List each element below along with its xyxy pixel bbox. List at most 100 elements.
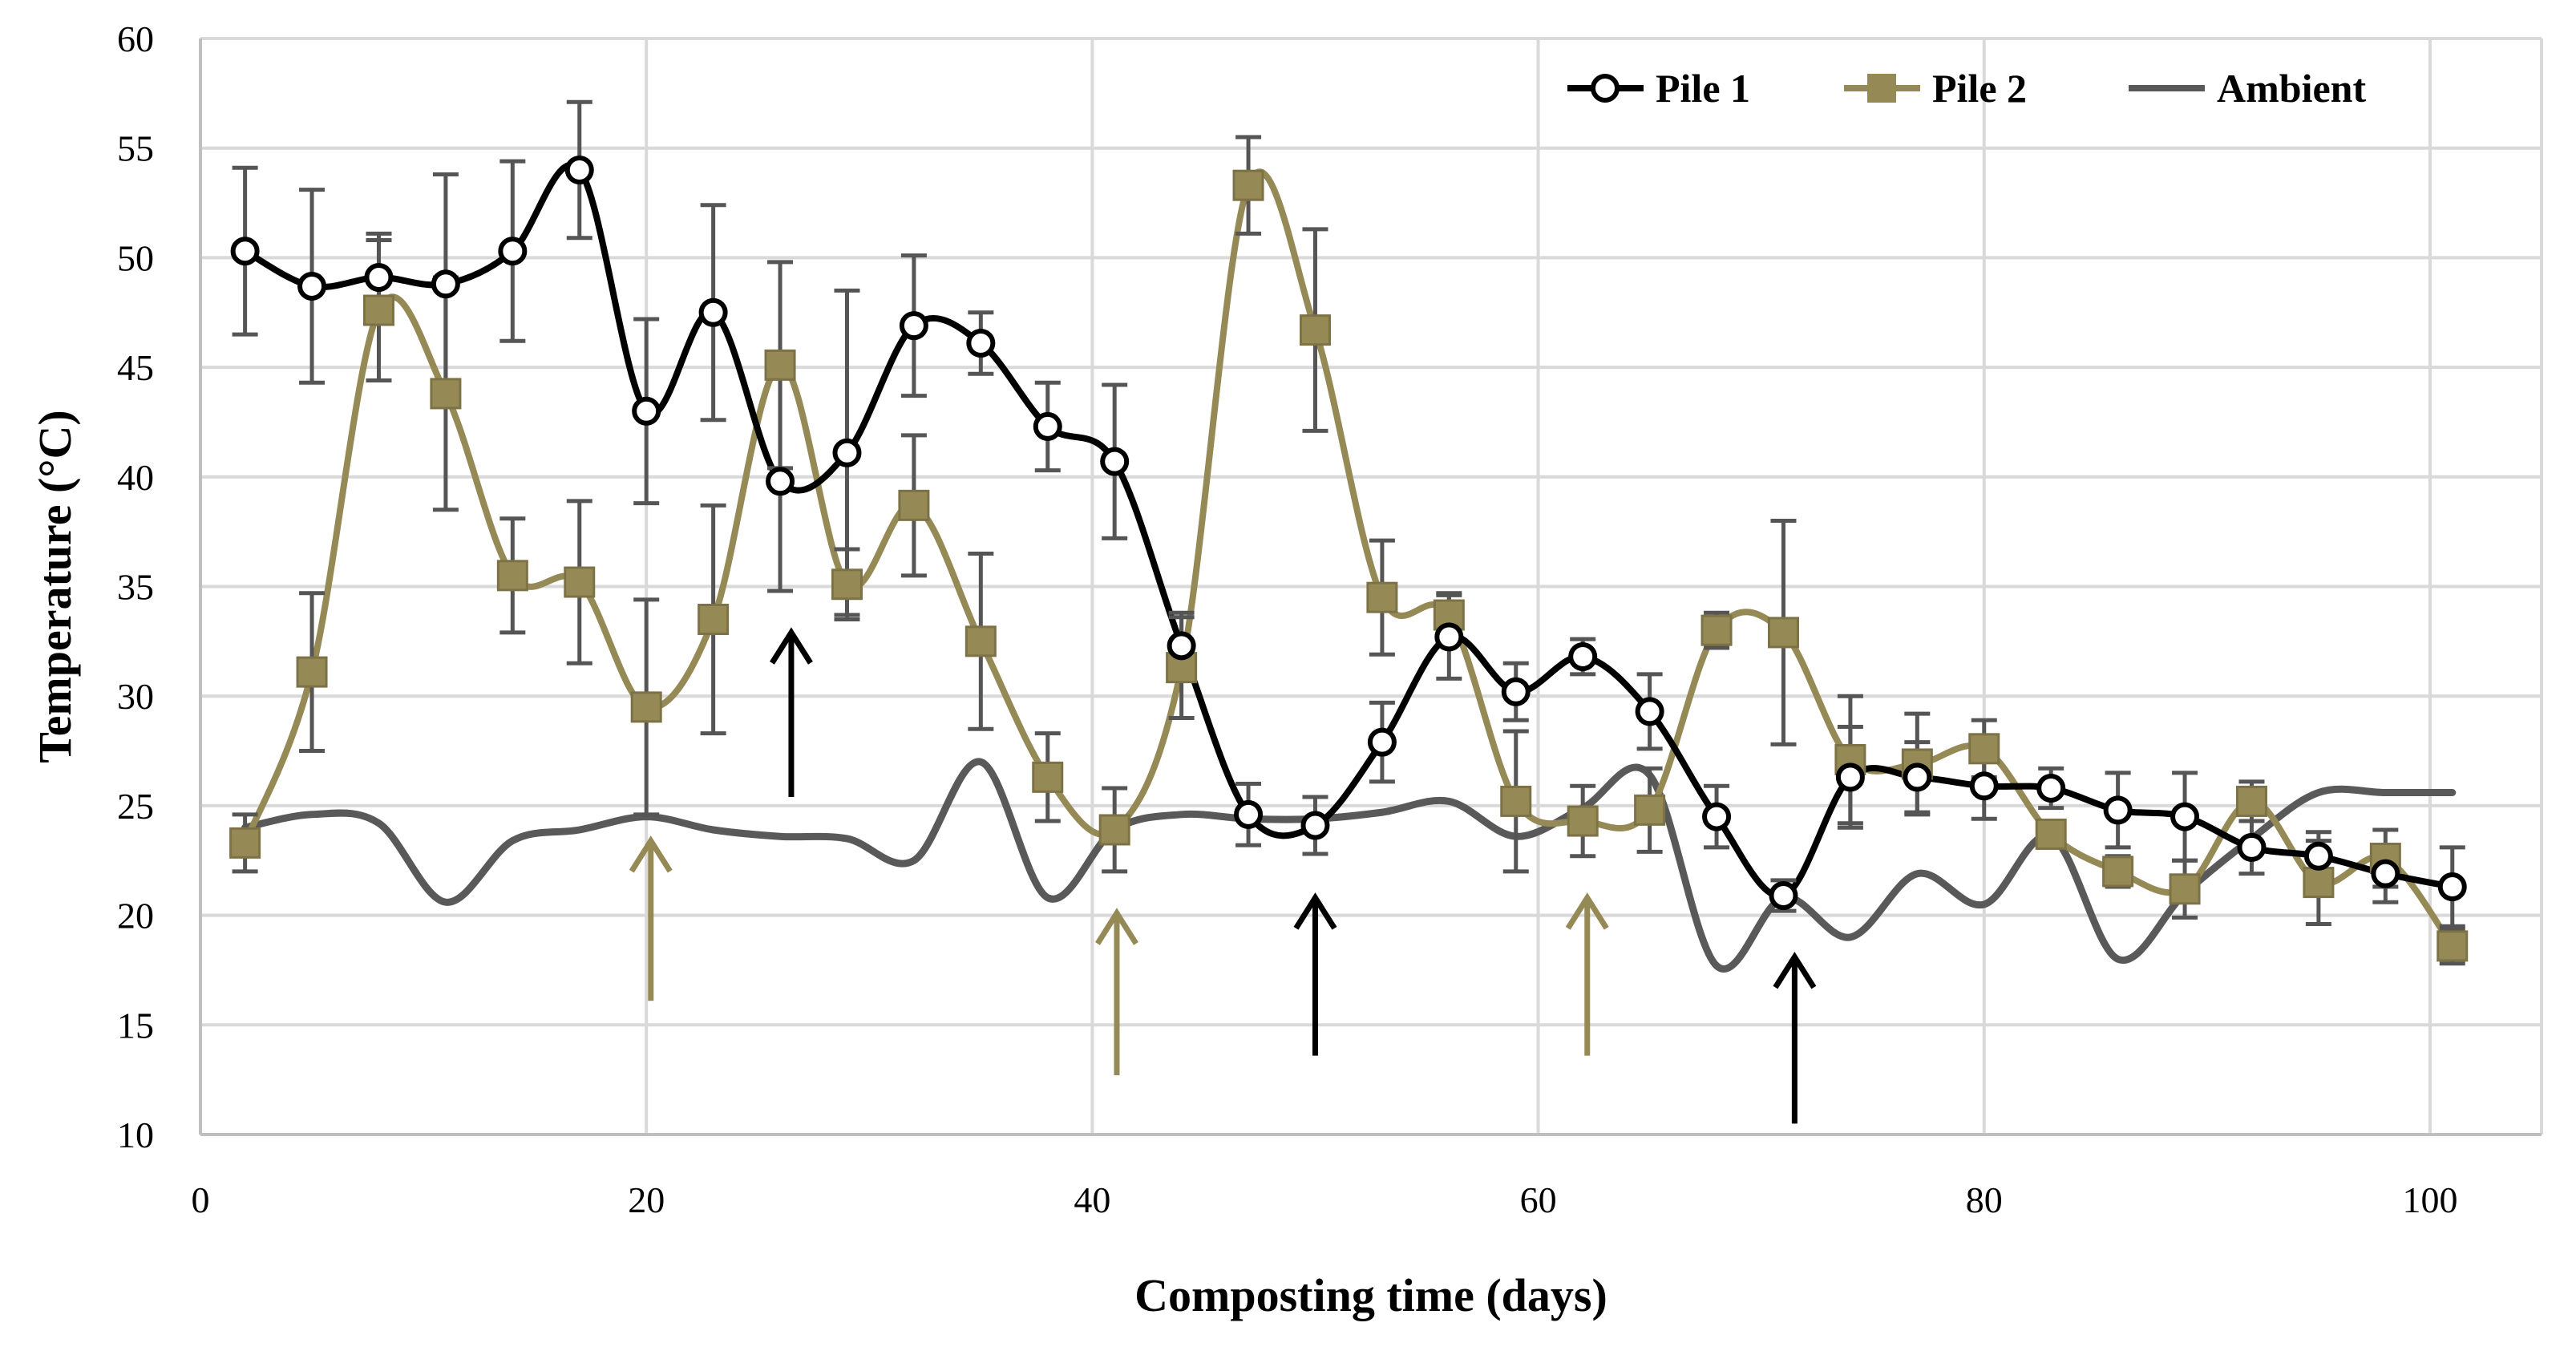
y-tick-label: 15: [117, 1005, 154, 1046]
turning-arrow: [1565, 892, 1609, 1056]
data-point-pile-2: [1366, 581, 1398, 613]
data-point-pile-1: [2170, 802, 2200, 831]
data-point-pile-2: [2436, 930, 2469, 962]
data-point-pile-1: [1434, 622, 1464, 652]
arrow-head: [1565, 892, 1609, 930]
y-tick-label: 10: [117, 1114, 154, 1155]
y-tick-label: 35: [117, 567, 154, 608]
data-point-pile-1: [2437, 872, 2467, 902]
data-point-pile-2: [2102, 856, 2134, 888]
data-point-pile-1: [966, 329, 996, 358]
data-point-pile-1: [498, 237, 528, 266]
data-point-pile-2: [2235, 785, 2267, 817]
x-tick-label: 100: [2402, 1179, 2457, 1220]
data-point-pile-2: [430, 378, 462, 410]
arrow-head: [1773, 951, 1817, 989]
data-point-pile-1: [2103, 795, 2133, 825]
tick-labels: 10 15 20 25 30 35 40 45 50 55 60 0 20 40 60 80 100: [117, 18, 2457, 1220]
data-point-pile-2: [2169, 873, 2201, 905]
y-tick-label: 40: [117, 457, 154, 498]
x-tick-label: 60: [1520, 1179, 1557, 1220]
data-point-pile-1: [1835, 762, 1865, 792]
data-point-pile-1: [1903, 762, 1932, 792]
data-point-pile-1: [2237, 832, 2267, 862]
data-point-pile-1: [431, 269, 460, 299]
x-tick-label: 80: [1966, 1179, 2003, 1220]
data-point-pile-1: [297, 271, 327, 301]
legend-label: Ambient: [2217, 66, 2366, 111]
data-point-pile-1: [2303, 841, 2333, 871]
y-tick-label: 55: [117, 128, 154, 169]
legend-item-pile-1: Pile 1: [1567, 66, 1750, 111]
data-point-pile-1: [1234, 799, 1264, 829]
data-point-pile-1: [632, 396, 661, 426]
data-point-pile-2: [1500, 785, 1532, 817]
arrow-head: [1293, 892, 1337, 930]
legend-label: Pile 2: [1932, 66, 2027, 111]
data-point-pile-1: [1300, 811, 1330, 840]
turning-arrows: [629, 627, 1817, 1124]
data-point-pile-1: [564, 156, 594, 185]
data-point-pile-1: [364, 263, 394, 293]
data-point-pile-2: [564, 566, 596, 598]
legend-marker: [1591, 74, 1620, 103]
data-point-pile-2: [698, 604, 730, 636]
arrow-head: [629, 835, 673, 873]
turning-arrow: [1293, 892, 1337, 1056]
data-point-pile-2: [1700, 614, 1733, 646]
series-layer: [229, 99, 2469, 973]
data-point-pile-1: [1702, 802, 1732, 831]
data-point-pile-1: [1033, 411, 1062, 441]
data-point-pile-2: [1032, 761, 1064, 793]
data-point-pile-2: [362, 294, 394, 326]
data-point-pile-2: [1232, 169, 1264, 201]
turning-arrow: [1773, 951, 1817, 1124]
y-tick-label: 45: [117, 347, 154, 388]
turning-arrow: [1095, 908, 1138, 1076]
data-point-pile-2: [2303, 867, 2335, 899]
x-tick-label: 0: [192, 1179, 210, 1220]
legend-label: Pile 1: [1656, 66, 1750, 111]
data-point-pile-1: [1367, 727, 1397, 757]
data-point-pile-2: [964, 625, 997, 657]
data-point-pile-1: [832, 438, 862, 467]
data-point-pile-2: [1968, 733, 2000, 765]
y-tick-label: 30: [117, 676, 154, 717]
arrow-head: [1095, 908, 1138, 945]
x-axis-title: Composting time (days): [1134, 1269, 1607, 1321]
turning-arrow: [629, 835, 673, 1001]
axes: [199, 38, 2542, 1136]
data-point-pile-1: [1635, 697, 1664, 726]
data-point-pile-2: [296, 656, 328, 688]
data-point-pile-1: [1969, 771, 1999, 801]
x-tick-label: 20: [628, 1179, 665, 1220]
data-point-pile-1: [1167, 631, 1196, 661]
y-tick-label: 25: [117, 786, 154, 827]
data-point-pile-1: [698, 297, 728, 327]
data-point-pile-1: [1100, 447, 1130, 476]
data-point-pile-1: [1568, 641, 1598, 671]
y-axis-title: Temperature (°C): [29, 410, 81, 762]
data-point-pile-2: [229, 827, 261, 859]
data-point-pile-2: [2035, 818, 2067, 850]
series-line-ambient: [241, 758, 2457, 973]
arrow-head: [769, 627, 813, 665]
turning-arrow: [769, 627, 813, 797]
series-line-pile-1: [241, 161, 2456, 900]
y-tick-label: 50: [117, 237, 154, 278]
data-point-pile-1: [1769, 880, 1798, 910]
x-tick-label: 40: [1074, 1179, 1110, 1220]
y-tick-label: 60: [117, 18, 154, 59]
legend-item-pile-2: Pile 2: [1844, 66, 2027, 111]
data-point-pile-2: [898, 489, 930, 521]
data-point-pile-1: [230, 237, 260, 266]
data-point-pile-2: [1567, 805, 1599, 837]
data-point-pile-2: [1098, 814, 1130, 846]
data-point-pile-2: [1634, 794, 1666, 826]
data-point-pile-1: [899, 311, 928, 341]
legend: Pile 1 Pile 2 Ambient: [1567, 66, 2366, 111]
legend-item-ambient: Ambient: [2129, 66, 2366, 111]
data-point-pile-1: [2371, 859, 2400, 888]
